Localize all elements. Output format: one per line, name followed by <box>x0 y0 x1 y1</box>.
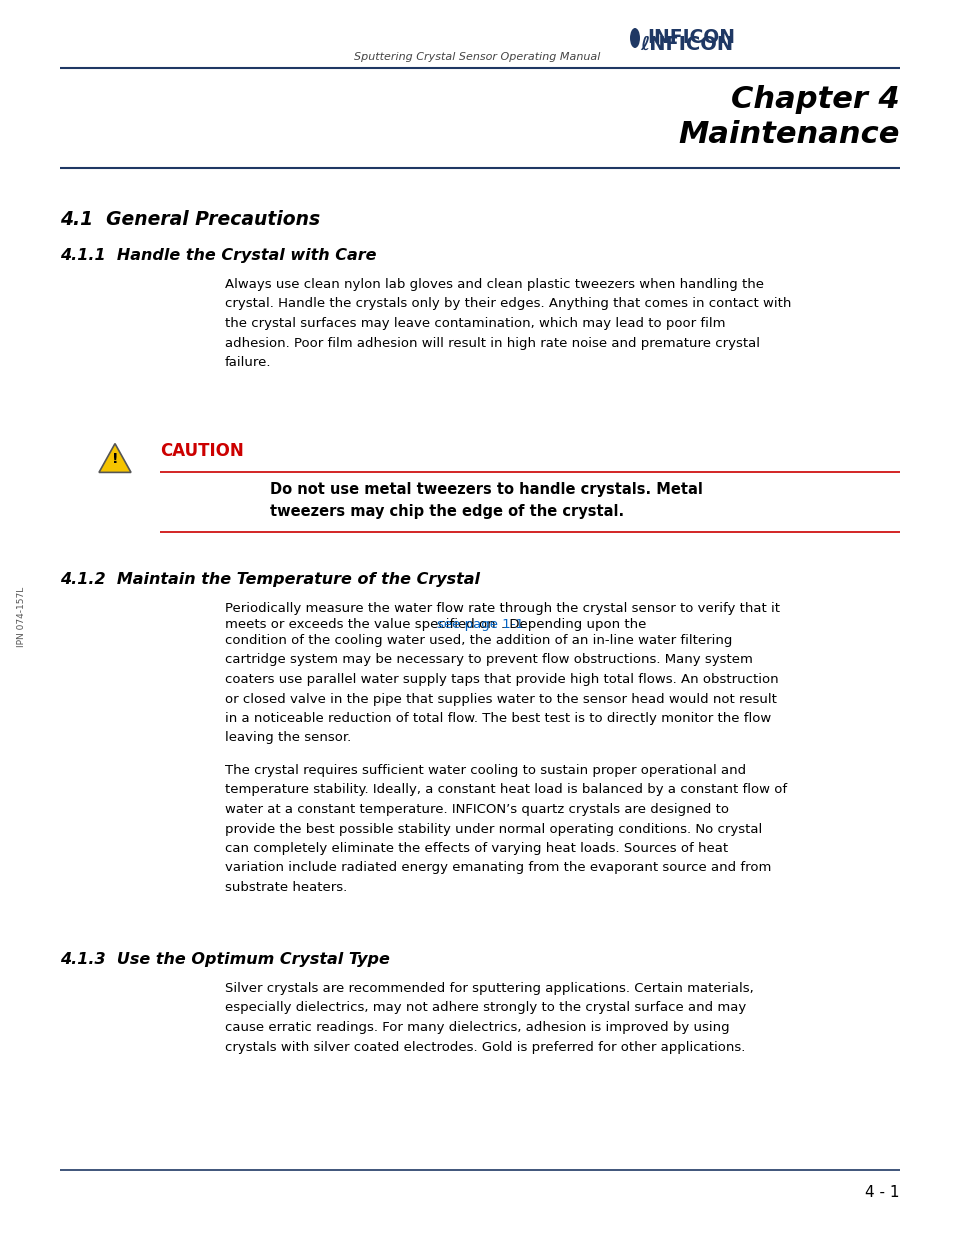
Text: condition of the cooling water used, the addition of an in-line water filtering
: condition of the cooling water used, the… <box>225 634 778 745</box>
Text: !: ! <box>112 452 118 466</box>
Text: IPN 074-157L: IPN 074-157L <box>17 587 27 647</box>
Text: ℓNFICON: ℓNFICON <box>639 35 732 54</box>
Text: Periodically measure the water flow rate through the crystal sensor to verify th: Periodically measure the water flow rate… <box>225 601 780 615</box>
Text: see page 1-1: see page 1-1 <box>436 618 523 631</box>
Text: The crystal requires sufficient water cooling to sustain proper operational and
: The crystal requires sufficient water co… <box>225 764 786 894</box>
Text: meets or exceeds the value specified on: meets or exceeds the value specified on <box>225 618 499 631</box>
Text: Silver crystals are recommended for sputtering applications. Certain materials,
: Silver crystals are recommended for sput… <box>225 982 753 1053</box>
Ellipse shape <box>629 28 639 48</box>
Text: Maintenance: Maintenance <box>678 120 899 149</box>
Text: 4.1.2  Maintain the Temperature of the Crystal: 4.1.2 Maintain the Temperature of the Cr… <box>60 572 479 587</box>
Text: Sputtering Crystal Sensor Operating Manual: Sputtering Crystal Sensor Operating Manu… <box>354 52 599 62</box>
Text: INFICON: INFICON <box>646 28 734 47</box>
Text: CAUTION: CAUTION <box>160 442 244 459</box>
Text: Always use clean nylon lab gloves and clean plastic tweezers when handling the
c: Always use clean nylon lab gloves and cl… <box>225 278 791 369</box>
Text: Chapter 4: Chapter 4 <box>731 85 899 114</box>
Text: 4.1.1  Handle the Crystal with Care: 4.1.1 Handle the Crystal with Care <box>60 248 376 263</box>
Text: . Depending upon the: . Depending upon the <box>500 618 645 631</box>
Polygon shape <box>99 443 131 473</box>
Text: 4.1  General Precautions: 4.1 General Precautions <box>60 210 320 228</box>
Text: Do not use metal tweezers to handle crystals. Metal
tweezers may chip the edge o: Do not use metal tweezers to handle crys… <box>270 482 702 519</box>
Text: 4 - 1: 4 - 1 <box>864 1186 899 1200</box>
Text: 4.1.3  Use the Optimum Crystal Type: 4.1.3 Use the Optimum Crystal Type <box>60 952 390 967</box>
